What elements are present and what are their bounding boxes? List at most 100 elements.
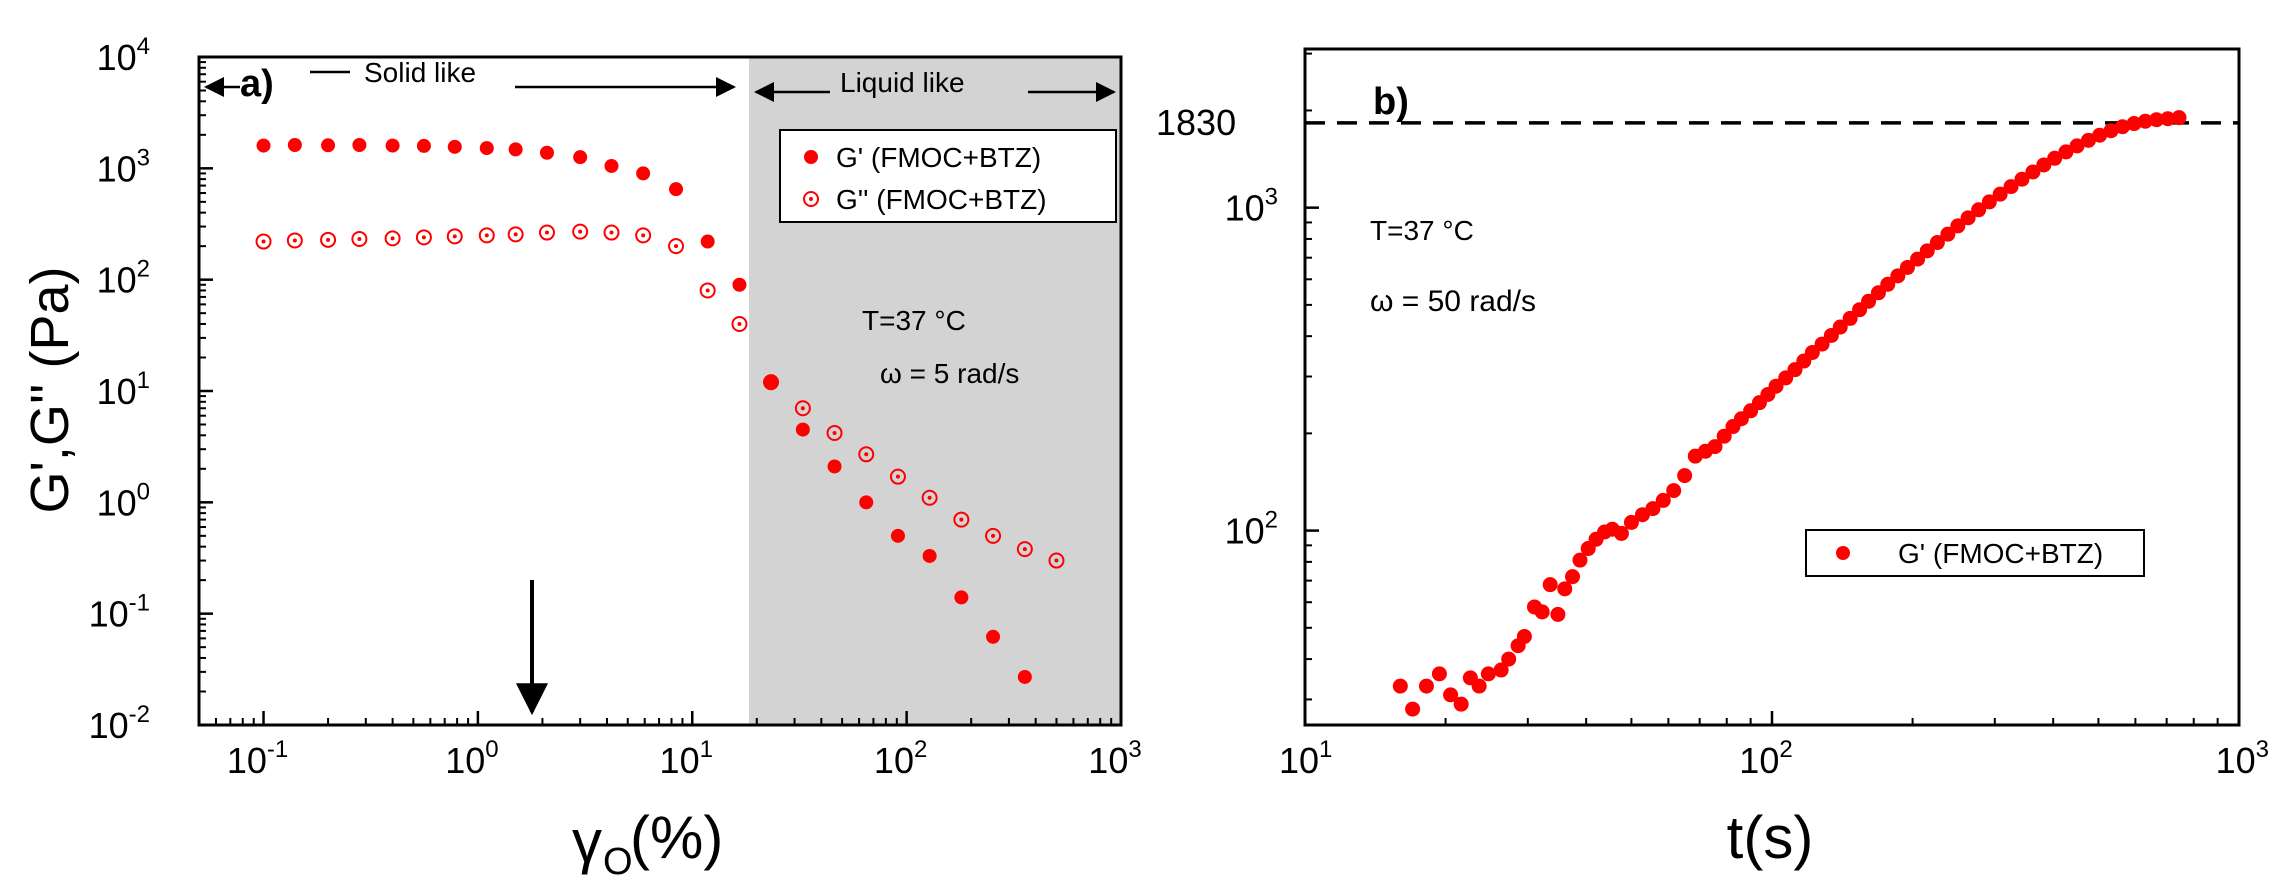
legend-gdoubleprime-dot: [809, 197, 813, 201]
gprime-time-point: [1919, 243, 1935, 259]
legend-b-gprime-marker: [1836, 546, 1850, 560]
gdoubleprime-point: [921, 489, 938, 506]
gdoubleprime-point: [794, 400, 811, 417]
gprime-time-point: [1971, 202, 1987, 218]
panel-a: 10-1 100 101 102 103 10-2 10-1 100 101 102 103 104…: [20, 33, 1142, 883]
gprime-point: [732, 277, 747, 292]
svg-text:(%): (%): [630, 804, 723, 871]
gprime-time-point: [1992, 186, 2008, 202]
gprime-time-point: [1666, 483, 1682, 499]
gprime-point: [890, 528, 905, 543]
gdoubleprime-point: [889, 468, 906, 485]
y-tick-label: 103: [97, 144, 150, 189]
gprime-point: [986, 629, 1001, 644]
gprime-time-point: [2047, 150, 2063, 166]
gdoubleprime-point: [384, 230, 401, 247]
gprime-time-point: [1534, 604, 1550, 620]
x-tick-label: 10-1: [227, 736, 288, 781]
gprime-time-point: [1832, 319, 1848, 335]
panel-a-temperature: T=37 °C: [862, 305, 966, 336]
gprime-point: [827, 459, 842, 474]
gprime-time-point: [1572, 552, 1588, 568]
gprime-time-point: [1861, 293, 1877, 309]
legend-gprime-marker: [804, 150, 818, 164]
gprime-point: [795, 422, 810, 437]
gprime-time-point: [1516, 628, 1532, 644]
x-tick-label: 103: [1088, 736, 1141, 781]
gprime-point: [954, 590, 969, 605]
gprime-time-point: [1645, 501, 1661, 517]
gprime-point: [479, 141, 494, 156]
gprime-time-point: [1899, 259, 1915, 275]
gprime-time-point: [2036, 157, 2052, 173]
y-tick-label: 10-1: [89, 590, 150, 635]
gprime-time-point: [1842, 310, 1858, 326]
gprime-time-point: [2149, 112, 2165, 128]
gprime-time-point: [1950, 218, 1966, 234]
gprime-time-point: [2014, 171, 2030, 187]
panel-a-x-label: γ O (%): [572, 804, 723, 883]
gprime-time-point: [1405, 701, 1421, 717]
gprime-time-point: [1557, 581, 1573, 597]
gprime-time-point: [2069, 138, 2085, 154]
gprime-time-point: [1471, 678, 1487, 694]
gprime-time-point: [1707, 439, 1723, 455]
legend-gdoubleprime-label: G'' (FMOC+BTZ): [836, 184, 1047, 215]
gprime-time-point: [1960, 210, 1976, 226]
y-tick-label: 102: [97, 256, 150, 301]
y-tick-label: 100: [97, 478, 150, 523]
gprime-time-point: [1392, 678, 1408, 694]
panel-b-temperature: T=37 °C: [1370, 215, 1474, 246]
legend-b-gprime-label: G' (FMOC+BTZ): [1898, 538, 2103, 569]
y-tick-label: 10-2: [89, 701, 150, 746]
gdoubleprime-point: [699, 282, 716, 299]
gdoubleprime-point: [985, 527, 1002, 544]
gprime-time-point: [1501, 651, 1517, 667]
gprime-point: [669, 182, 684, 197]
gdoubleprime-point: [1016, 541, 1033, 558]
gdoubleprime-point: [826, 424, 843, 441]
gprime-time-point: [1623, 514, 1639, 530]
gdoubleprime-point: [668, 238, 685, 255]
gdoubleprime-point: [507, 226, 524, 243]
gdoubleprime-point: [572, 223, 589, 240]
gprime-time-point: [2025, 164, 2041, 180]
panel-a-y-label: G',G'' (Pa): [20, 267, 80, 514]
gprime-time-point: [1453, 696, 1469, 712]
gdoubleprime-point: [635, 227, 652, 244]
gprime-time-point: [2092, 127, 2108, 143]
liquid-like-label: Liquid like: [840, 67, 965, 98]
gprime-point: [1017, 669, 1032, 684]
gprime-time-point: [2137, 113, 2153, 129]
x-tick-label: 102: [874, 736, 927, 781]
gprime-point: [256, 138, 271, 153]
x-tick-label: 103: [2216, 736, 2269, 781]
plateau-label: 1830: [1156, 102, 1236, 143]
gprime-time-point: [1677, 468, 1693, 484]
panel-a-y-ticks: 10-2 10-1 100 101 102 103 104: [89, 33, 213, 746]
x-tick-label: 101: [660, 736, 713, 781]
x-tick-label: 100: [445, 736, 498, 781]
svg-text:O: O: [603, 841, 633, 883]
gprime-time-point: [1565, 569, 1581, 585]
y-tick-label: 102: [1225, 507, 1278, 552]
gdoubleprime-point: [763, 374, 780, 391]
gprime-time-point: [2080, 132, 2096, 148]
gprime-time-point: [2103, 123, 2119, 139]
gdoubleprime-point: [351, 230, 368, 247]
panel-b-legend-box: [1805, 529, 2145, 577]
gprime-time-point: [1418, 678, 1434, 694]
gdoubleprime-point: [538, 224, 555, 241]
gprime-point: [539, 145, 554, 160]
gdoubleprime-point: [478, 227, 495, 244]
gprime-time-point: [1443, 687, 1459, 703]
gprime-time-point: [2171, 110, 2187, 126]
panel-b-tag: b): [1373, 81, 1409, 123]
gprime-point: [573, 150, 588, 165]
gprime-time-point: [1981, 194, 1997, 210]
panel-a-series: [255, 138, 1065, 684]
gdoubleprime-point: [953, 511, 970, 528]
gprime-time-point: [1431, 666, 1447, 682]
legend-gprime-label: G' (FMOC+BTZ): [836, 142, 1041, 173]
